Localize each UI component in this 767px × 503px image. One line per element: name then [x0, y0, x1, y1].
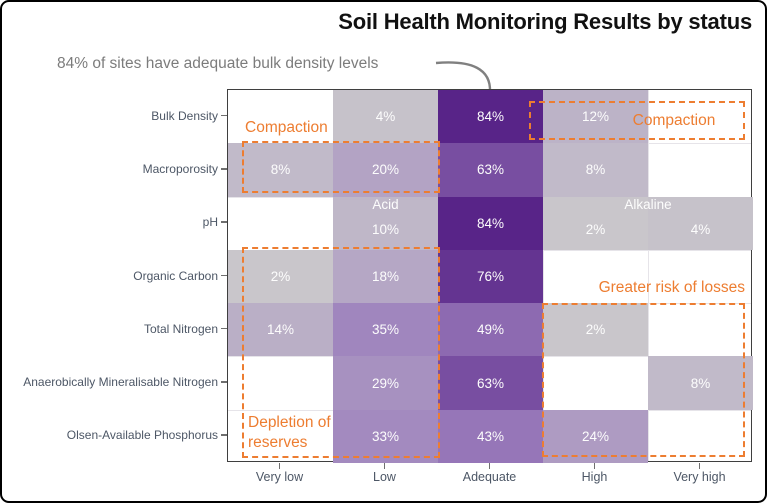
- axis-tick: [221, 221, 227, 223]
- heatmap-cell: 2%: [543, 196, 648, 250]
- heatmap-cell: 84%: [438, 90, 543, 144]
- compaction-left-box: [242, 141, 440, 193]
- x-axis-label: Very low: [255, 470, 304, 484]
- depletion-box: [242, 247, 440, 458]
- heatmap-cell: 76%: [438, 249, 543, 304]
- x-axis-label: Low: [373, 470, 396, 484]
- axis-tick: [221, 114, 227, 117]
- axis-tick: [221, 274, 227, 277]
- heatmap-cell: 4%: [648, 196, 753, 250]
- heatmap-cell: 8%: [228, 143, 333, 197]
- heatmap-cell: 18%: [333, 249, 438, 304]
- y-axis-label: Total Nitrogen: [143, 321, 218, 336]
- heatmap-cell: 4%: [333, 90, 438, 144]
- heatmap-cell: 35%: [333, 303, 438, 357]
- compaction-right-label: Compaction: [632, 111, 716, 129]
- y-axis-label: Bulk Density: [151, 108, 218, 123]
- gridline: [648, 90, 649, 461]
- y-axis-label: pH: [202, 215, 218, 230]
- y-axis-label: Organic Carbon: [133, 268, 218, 283]
- heatmap-cell: 8%: [648, 356, 753, 410]
- y-axis-label: Macroporosity: [142, 161, 218, 176]
- heatmap-cell: 2%: [228, 249, 333, 304]
- axis-tick: [383, 463, 386, 469]
- heatmap-cell: 24%: [543, 409, 648, 463]
- heatmap-cell: 12%: [543, 90, 648, 144]
- axis-tick: [278, 463, 281, 469]
- x-axis-label: Adequate: [462, 470, 517, 484]
- y-axis-label: Olsen-Available Phosphorus: [66, 428, 218, 443]
- greater-risk-box: [542, 303, 745, 457]
- heatmap-cell: 84%: [438, 196, 543, 250]
- gridline: [543, 90, 544, 461]
- compaction-left-label: Compaction: [245, 119, 328, 136]
- x-axis-label: High: [581, 470, 608, 484]
- heatmap-cell: 10%: [333, 196, 438, 250]
- compaction-right-box: Compaction: [529, 101, 745, 140]
- heatmap-cell: 49%: [438, 303, 543, 357]
- axis-tick: [593, 463, 596, 469]
- greater-risk-label: Greater risk of losses: [598, 279, 745, 296]
- axis-tick: [221, 327, 227, 330]
- depletion-label: Depletion of reserves: [248, 414, 331, 451]
- axis-tick: [488, 463, 491, 469]
- x-axis-label: Very high: [673, 470, 726, 484]
- heatmap-cell: 33%: [333, 409, 438, 463]
- heatmap-cell: 43%: [438, 409, 543, 463]
- axis-tick: [221, 381, 227, 383]
- heatmap-cell: 2%: [543, 303, 648, 357]
- axis-tick: [221, 167, 227, 170]
- y-axis-label: Anaerobically Mineralisable Nitrogen: [23, 375, 218, 390]
- heatmap-cell: 8%: [543, 143, 648, 197]
- axis-tick: [221, 434, 227, 436]
- heatmap-cell: 63%: [438, 356, 543, 410]
- heatmap-cell: 20%: [333, 143, 438, 197]
- page-title: Soil Health Monitoring Results by status: [338, 9, 752, 34]
- axis-tick: [698, 463, 701, 469]
- chart-subtitle-annotation: 84% of sites have adequate bulk density …: [57, 55, 379, 72]
- heatmap-cell: 63%: [438, 143, 543, 197]
- heatmap-panel: 4% 84% 12% 8% 20% 63% 8% 10% 84% 2% 4% 2% 18% 76% 14% 3…: [227, 89, 753, 463]
- heatmap-cell: 14%: [228, 303, 333, 357]
- heatmap-cell: 29%: [333, 356, 438, 410]
